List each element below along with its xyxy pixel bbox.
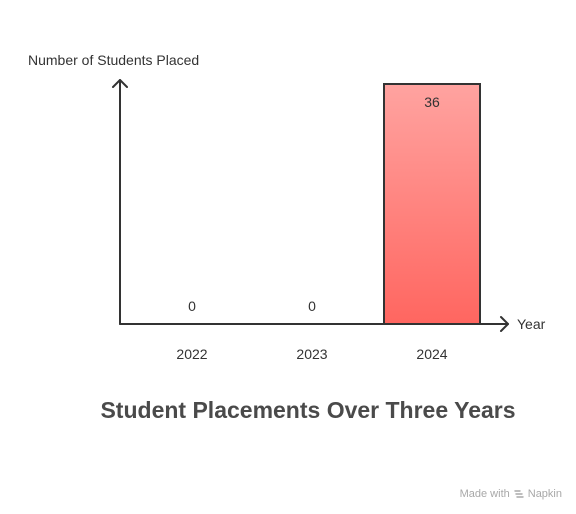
napkin-icon [514,490,524,498]
chart: Number of Students Placed Year 0 0 36 2022… [28,52,546,362]
x-tick-label-2023: 2023 [296,346,327,362]
chart-title: Student Placements Over Three Years [100,397,516,423]
watermark: Made with Napkin [460,488,562,500]
watermark-label: Made with [459,488,510,500]
bar-2024 [383,83,481,325]
x-axis-label: Year [517,316,546,332]
data-labels-group: 0 0 36 [188,94,440,314]
data-label-2024: 36 [424,94,440,110]
y-axis-label: Number of Students Placed [28,52,199,68]
tick-labels-group: 2022 2023 2024 [176,346,447,362]
data-label-2022: 0 [188,298,196,314]
data-label-2023: 0 [308,298,316,314]
x-tick-label-2024: 2024 [416,346,447,362]
x-axis [119,316,509,332]
bars-group [383,83,481,325]
x-tick-label-2022: 2022 [176,346,207,362]
watermark-brand: Napkin [527,488,562,500]
y-axis [112,79,128,325]
